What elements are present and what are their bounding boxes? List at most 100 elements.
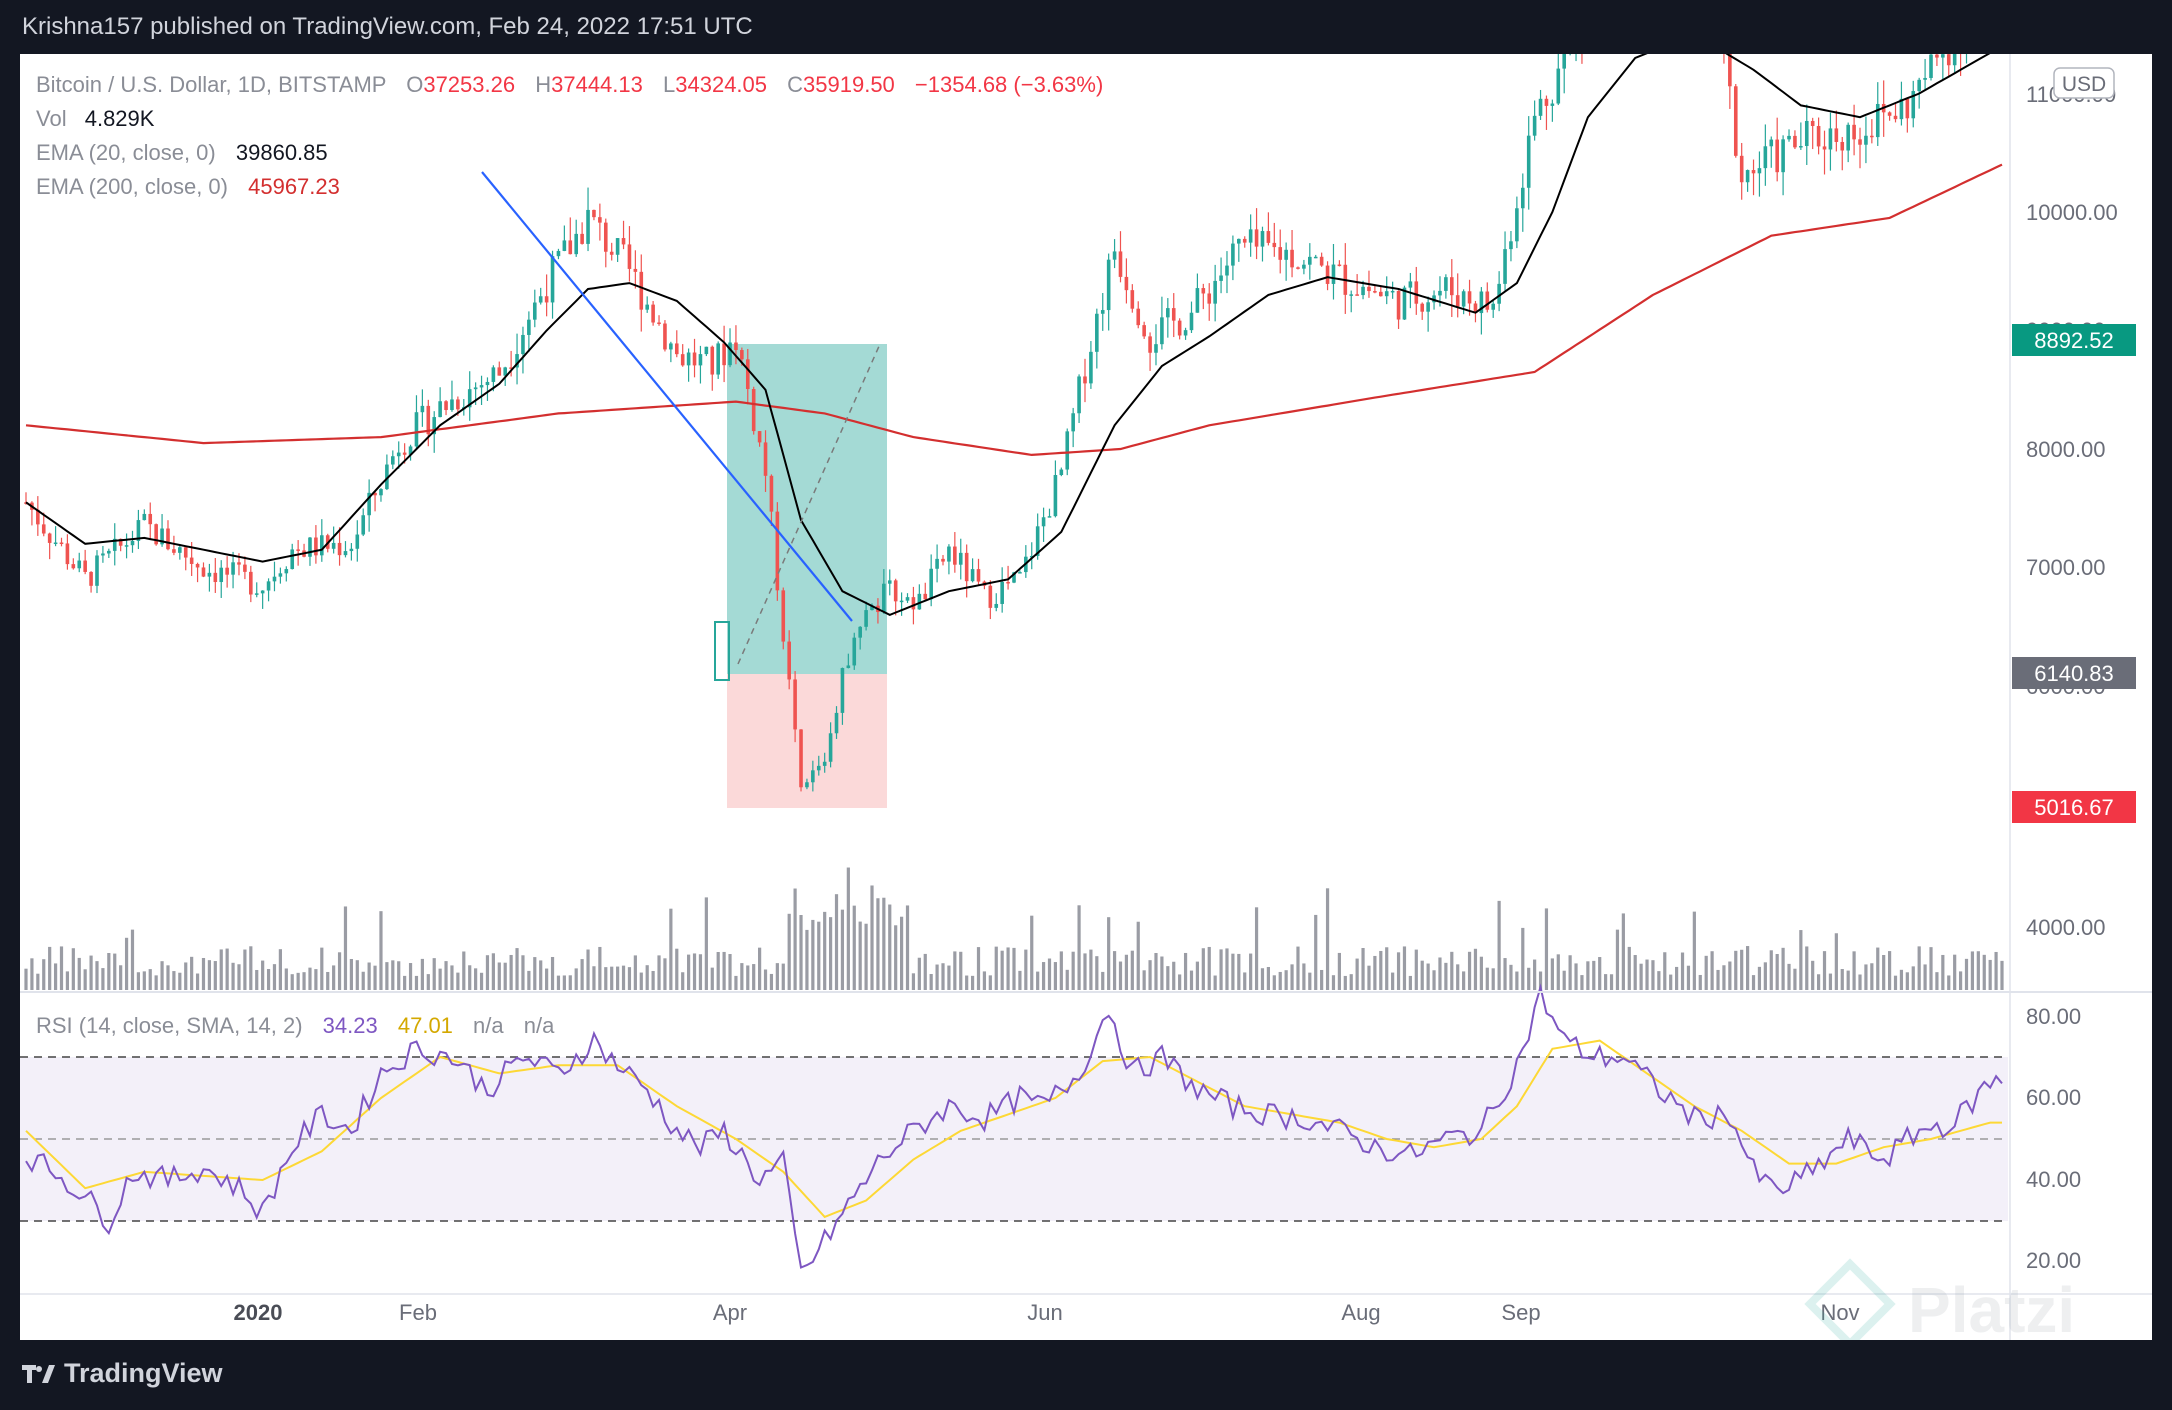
candle bbox=[1325, 265, 1330, 284]
ema200-line bbox=[25, 163, 2003, 457]
volume-bar bbox=[1805, 946, 1809, 990]
tradingview-logo[interactable]: TradingView bbox=[22, 1358, 223, 1389]
candle bbox=[704, 346, 709, 355]
volume-bar bbox=[852, 905, 856, 990]
volume-bar bbox=[1254, 907, 1259, 990]
candle bbox=[651, 304, 655, 323]
volume-bar bbox=[190, 956, 194, 990]
candle bbox=[1124, 276, 1129, 291]
rsi-tick: 40.00 bbox=[2026, 1167, 2081, 1192]
volume-bar bbox=[36, 973, 40, 990]
candle bbox=[1254, 229, 1259, 247]
trendline[interactable] bbox=[481, 171, 853, 622]
volume-bar bbox=[1828, 973, 1833, 990]
candle bbox=[420, 405, 425, 413]
chart-area[interactable]: 11000.00 10000.00 9000.00 8000.00 7000.0… bbox=[20, 0, 2152, 1350]
volume-bar bbox=[1698, 974, 1702, 990]
volume-bar bbox=[337, 952, 342, 990]
volume-bar bbox=[1953, 954, 1957, 990]
volume-bar bbox=[136, 972, 141, 990]
candle bbox=[1763, 146, 1768, 169]
volume-bar bbox=[775, 963, 779, 990]
volume-bar bbox=[1456, 964, 1460, 990]
candle bbox=[864, 610, 868, 627]
candle bbox=[1367, 286, 1371, 292]
volume-bar bbox=[740, 963, 744, 990]
rsi-axis[interactable]: 80.00 60.00 40.00 20.00 bbox=[2026, 1004, 2081, 1273]
volume-bar bbox=[1964, 958, 1969, 990]
svg-text:Platzi: Platzi bbox=[1908, 1274, 2075, 1340]
candle bbox=[1804, 120, 1809, 147]
candle bbox=[47, 533, 52, 543]
candle bbox=[1449, 277, 1454, 296]
time-tick-feb: Feb bbox=[399, 1300, 437, 1325]
candle bbox=[692, 352, 697, 366]
candle bbox=[1858, 139, 1862, 145]
svg-text:EMA (200, close, 0) 4596: EMA (200, close, 0) 45967.23 bbox=[36, 174, 340, 199]
publish-text: Krishna157 published on TradingView.com,… bbox=[22, 13, 753, 40]
entry-marker[interactable] bbox=[714, 621, 730, 681]
price-tick: 8000.00 bbox=[2026, 437, 2106, 462]
rsi-legend[interactable]: RSI (14, close, SMA, 14, 2) 34.23 47.01 … bbox=[36, 1013, 555, 1038]
entry-price-badge: 6140.83 bbox=[2012, 657, 2136, 689]
candle bbox=[1893, 115, 1898, 120]
volume-bar bbox=[580, 959, 584, 990]
candle bbox=[532, 302, 537, 320]
volume-bar bbox=[1331, 975, 1336, 990]
volume-bar bbox=[1183, 952, 1188, 990]
volume-bar bbox=[1112, 951, 1117, 990]
candle bbox=[793, 679, 797, 730]
candle bbox=[958, 552, 963, 565]
rsi-tick: 60.00 bbox=[2026, 1085, 2081, 1110]
candle bbox=[373, 492, 377, 496]
candle bbox=[615, 238, 620, 255]
currency-badge[interactable]: USD bbox=[2053, 67, 2115, 99]
volume-bar bbox=[485, 955, 490, 990]
time-tick-2020: 2020 bbox=[234, 1300, 283, 1325]
volume-bar bbox=[1905, 972, 1909, 990]
candle bbox=[124, 545, 129, 547]
candle bbox=[1520, 187, 1525, 209]
candle bbox=[964, 552, 969, 582]
candle bbox=[1467, 291, 1472, 304]
candle bbox=[805, 782, 809, 788]
volume-bar bbox=[1692, 911, 1696, 990]
chart-canvas[interactable]: 11000.00 10000.00 9000.00 8000.00 7000.0… bbox=[20, 0, 2152, 1350]
candle bbox=[592, 209, 596, 218]
candle bbox=[1260, 231, 1265, 247]
time-axis[interactable]: 2020 Feb Apr Jun Aug Sep Nov bbox=[234, 1300, 1860, 1325]
candle bbox=[284, 569, 289, 574]
svg-text:8892.52: 8892.52 bbox=[2034, 328, 2114, 353]
volume-bar bbox=[758, 947, 762, 990]
candle bbox=[1473, 303, 1478, 314]
candle bbox=[1497, 283, 1501, 304]
volume-bar bbox=[1633, 955, 1637, 990]
candle bbox=[402, 452, 407, 455]
volume-bar bbox=[840, 909, 845, 990]
volume-bar bbox=[1621, 913, 1625, 990]
candle bbox=[1071, 413, 1075, 432]
volume-bar bbox=[1278, 971, 1282, 990]
volume-bar bbox=[911, 973, 916, 990]
volume-bar bbox=[1627, 946, 1631, 990]
candle bbox=[1917, 79, 1921, 92]
svg-text:Vol 4.829K: Vol 4.829K bbox=[36, 106, 155, 131]
rsi-tick: 20.00 bbox=[2026, 1248, 2081, 1273]
main-legend[interactable]: Bitcoin / U.S. Dollar, 1D, BITSTAMP O372… bbox=[36, 72, 1103, 199]
volume-bar bbox=[1497, 900, 1501, 990]
candle bbox=[1923, 77, 1927, 80]
candle bbox=[1733, 86, 1738, 156]
volume-bar bbox=[1893, 975, 1898, 990]
volume-bar bbox=[1882, 955, 1886, 990]
volume-bar bbox=[846, 867, 850, 990]
candle bbox=[1237, 238, 1241, 244]
volume-bar bbox=[1396, 952, 1401, 990]
volume-bar bbox=[367, 962, 371, 990]
volume-bar bbox=[1101, 971, 1105, 990]
volume-bar bbox=[1609, 974, 1614, 990]
candle bbox=[231, 562, 235, 575]
volume-bar bbox=[1355, 958, 1359, 990]
candle bbox=[716, 343, 720, 375]
candle bbox=[811, 770, 815, 783]
volume-bar bbox=[1450, 951, 1454, 990]
